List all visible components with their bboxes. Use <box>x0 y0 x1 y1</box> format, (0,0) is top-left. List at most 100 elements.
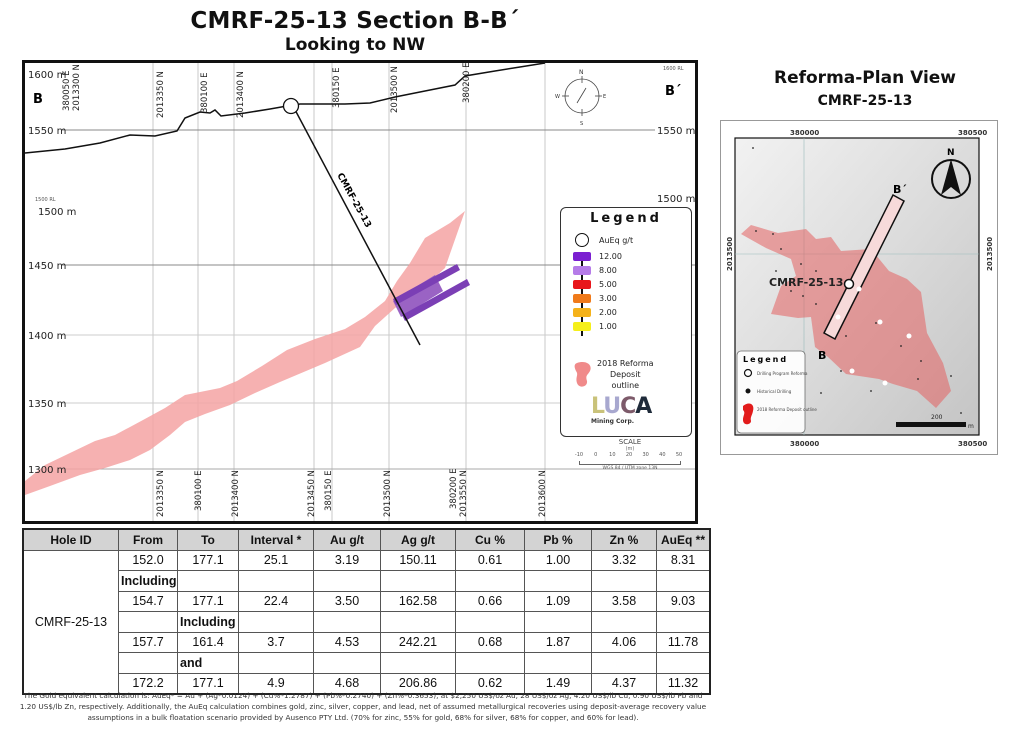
elevation-label: 1350 m <box>28 399 66 410</box>
historical-drill-holes <box>752 147 962 414</box>
elevation-label: 1300 m <box>28 465 66 476</box>
elevation-label: 1550 m <box>28 126 66 137</box>
column-header: Pb % <box>524 528 592 551</box>
scale-tick-label: 0 <box>594 452 598 458</box>
coord-label-top: 2013500 N <box>390 66 400 113</box>
plan-legend-item: Historical Drilling <box>757 389 792 394</box>
table-cell-empty <box>591 652 657 674</box>
column-header: Hole ID <box>22 528 119 551</box>
table-cell: 3.50 <box>313 590 381 612</box>
scale-datum: WGS 84 / UTM zone 13N <box>602 466 658 471</box>
section-end-b-prime: B´ <box>665 84 681 99</box>
coord-label-top: 380150 E <box>332 67 342 108</box>
section-legend: Legend AuEq g/t 12.00 8.00 5.00 3.00 2.00 1.0… <box>560 207 692 437</box>
elevation-label: 1400 m <box>28 331 66 342</box>
plan-collar-marker <box>843 278 855 290</box>
coord-label-bottom: 2013400 N <box>231 470 241 517</box>
plan-view-map: CMRF-25-13 B B´ N 380000 380500 380000 3… <box>720 120 998 455</box>
drill-intercept-bars <box>393 264 470 321</box>
table-cell-empty <box>656 570 711 592</box>
table-cell-empty <box>380 652 456 674</box>
coord-label-bottom: 2013550 N <box>459 470 469 517</box>
plan-legend-title: Legend <box>743 355 788 364</box>
table-cell: 4.37 <box>591 672 657 695</box>
scale-tick-label: -10 <box>574 452 584 458</box>
grade-swatch-icon <box>573 308 591 322</box>
table-cell-empty <box>380 611 456 633</box>
table-cell: 4.06 <box>591 631 657 653</box>
plan-view-title: Reforma-Plan View <box>773 68 957 88</box>
program-drill-holes <box>835 286 912 386</box>
table-cell-empty <box>656 611 711 633</box>
section-subtitle: Looking to NW <box>284 35 426 55</box>
compass-n: N <box>579 69 584 76</box>
table-cell-empty <box>238 611 314 633</box>
table-row: 172.2 177.1 4.9 4.68 206.86 0.62 1.49 4.37 11.32 <box>23 672 711 695</box>
plan-scale-bar <box>896 422 966 427</box>
table-cell: 177.1 <box>177 672 239 695</box>
legend-grade-label: 8.00 <box>599 266 617 275</box>
plan-y-label-right: 2013500 <box>986 237 994 271</box>
coord-label-top: 380200 E <box>462 63 472 103</box>
drillhole-trace <box>292 105 421 346</box>
legend-deposit-label: outline <box>611 381 640 390</box>
assay-results-table: Hole ID From To Interval * Au g/t Ag g/t Cu % P… <box>22 528 711 695</box>
table-subheading-row: and <box>23 652 711 674</box>
table-cell-empty <box>524 611 592 633</box>
column-header: Ag g/t <box>380 528 456 551</box>
table-cell: 1.87 <box>524 631 592 653</box>
aueq-footnote: The Gold equivalent calculation is: AuEq… <box>19 691 707 723</box>
table-cell: 11.32 <box>656 672 711 695</box>
table-cell: 161.4 <box>177 631 239 653</box>
table-cell: 172.2 <box>118 672 178 695</box>
table-cell-empty <box>455 611 525 633</box>
table-cell-empty <box>238 570 314 592</box>
table-subheading-row: Including <box>23 611 711 633</box>
scale-tick-label: 40 <box>659 452 666 458</box>
scale-title: SCALE <box>618 438 642 446</box>
table-cell-empty <box>313 570 381 592</box>
table-cell: 0.61 <box>455 549 525 571</box>
coord-label-bottom: 2013450 N <box>307 470 317 517</box>
table-subheading: Including <box>177 611 239 633</box>
legend-grade-label: 3.00 <box>599 294 617 303</box>
section-end-b: B <box>33 92 43 107</box>
legend-collar-label: AuEq g/t <box>599 235 634 245</box>
table-cell: 1.49 <box>524 672 592 695</box>
legend-grade-label: 1.00 <box>599 322 617 331</box>
legend-grade-item: 3.00 <box>573 294 617 308</box>
table-row: 157.7 161.4 3.7 4.53 242.21 0.68 1.87 4.06 11.78 <box>23 631 711 653</box>
collar-circle-icon <box>575 233 589 247</box>
elevation-label: 1500 m <box>38 207 76 218</box>
column-header: AuEq ** <box>656 528 711 551</box>
hole-id-cell: CMRF-25-13 <box>22 549 119 695</box>
elevation-label: 1600 m <box>28 70 66 81</box>
plan-view-subtitle: CMRF-25-13 <box>817 93 913 109</box>
grade-swatch-icon <box>573 280 591 294</box>
scale-tick-label: 50 <box>675 452 683 458</box>
legend-title: Legend <box>590 211 662 226</box>
plan-scale-label: 200 <box>931 414 943 421</box>
table-cell: 22.4 <box>238 590 314 612</box>
scale-tick-label: 20 <box>625 452 633 458</box>
table-cell: 3.19 <box>313 549 381 571</box>
drillhole-collar <box>282 97 300 115</box>
coord-label-top: 2013400 N <box>236 71 246 118</box>
column-header: Interval * <box>238 528 314 551</box>
compass-icon <box>562 76 602 116</box>
table-cell-empty <box>313 652 381 674</box>
plan-x-label-bottom: 380000 <box>790 440 819 448</box>
grade-swatch-icon <box>573 266 591 280</box>
legend-grade-item: 12.00 <box>573 252 622 266</box>
table-cell: 25.1 <box>238 549 314 571</box>
table-cell-empty <box>238 652 314 674</box>
coord-label-bottom: 380200 E <box>449 468 459 509</box>
plan-section-end-b-prime: B´ <box>893 183 907 196</box>
plan-x-label: 380000 <box>790 129 819 137</box>
table-cell-empty <box>313 611 381 633</box>
table-cell-empty <box>177 570 239 592</box>
coord-label-bottom: 2013600 N <box>538 470 548 517</box>
deposit-outline-shape <box>25 211 465 495</box>
grade-swatch-icon <box>573 252 591 266</box>
historical-hole-symbol-icon <box>745 388 751 394</box>
